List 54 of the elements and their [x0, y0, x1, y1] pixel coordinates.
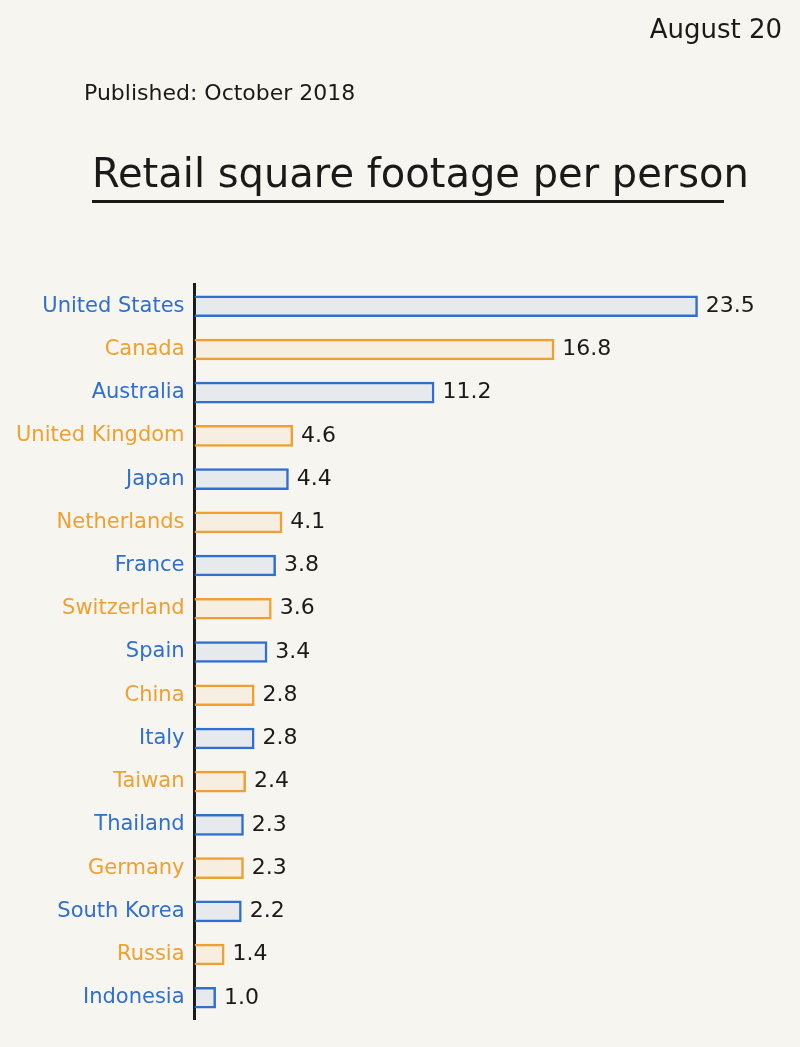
bar — [194, 554, 276, 577]
data-label: 2.8 — [262, 680, 298, 706]
bar — [194, 468, 289, 490]
y-tick-label: South Korea — [57, 897, 185, 922]
data-label: 4.6 — [301, 421, 337, 447]
y-tick-label: Switzerland — [62, 595, 185, 620]
bar — [194, 770, 246, 793]
bar — [194, 814, 244, 836]
y-tick-label: Spain — [125, 638, 185, 663]
bar — [194, 597, 272, 620]
data-label: 2.8 — [262, 724, 298, 750]
bar — [194, 425, 294, 447]
bar — [194, 381, 435, 404]
data-label: 2.3 — [251, 810, 287, 836]
bar — [194, 857, 244, 879]
data-label: 1.0 — [223, 983, 259, 1009]
data-label: 16.8 — [562, 335, 612, 361]
y-tick-label: Italy — [138, 724, 185, 749]
y-tick-label: Canada — [104, 335, 185, 360]
bar — [194, 338, 555, 361]
bar — [194, 511, 283, 534]
y-tick-label: United States — [42, 292, 185, 317]
data-label: 3.6 — [279, 594, 315, 620]
bar — [194, 986, 216, 1009]
text: August 20 — [649, 14, 782, 44]
y-tick-label: Australia — [91, 379, 185, 404]
data-label: 11.2 — [442, 378, 492, 404]
data-label: 2.2 — [249, 897, 285, 923]
y-tick-label: Thailand — [93, 811, 185, 836]
data-label: 3.4 — [275, 637, 311, 663]
data-label: 2.4 — [253, 767, 289, 793]
bar — [194, 641, 268, 663]
y-tick-label: Japan — [123, 465, 185, 490]
bar — [194, 943, 225, 966]
text: Published: October 2018 — [84, 80, 356, 105]
y-tick-label: Taiwan — [112, 768, 185, 793]
data-label: 2.3 — [251, 853, 287, 879]
bar — [194, 684, 255, 707]
y-tick-label: Indonesia — [82, 984, 185, 1009]
bar — [194, 900, 242, 923]
data-label: 4.1 — [290, 508, 326, 534]
y-tick-label: Netherlands — [56, 508, 185, 533]
y-tick-label: Germany — [88, 854, 185, 879]
y-tick-label: China — [124, 681, 185, 706]
y-tick-label: France — [114, 552, 185, 577]
bar — [194, 727, 255, 750]
chart-title: Retail square footage per person — [92, 150, 749, 198]
data-label: 23.5 — [705, 291, 755, 317]
data-label: 4.4 — [296, 464, 332, 490]
data-label: 1.4 — [232, 940, 268, 966]
bar — [194, 295, 698, 318]
y-tick-label: Russia — [117, 941, 185, 966]
data-label: 3.8 — [283, 551, 319, 577]
y-tick-label: United Kingdom — [15, 422, 185, 447]
